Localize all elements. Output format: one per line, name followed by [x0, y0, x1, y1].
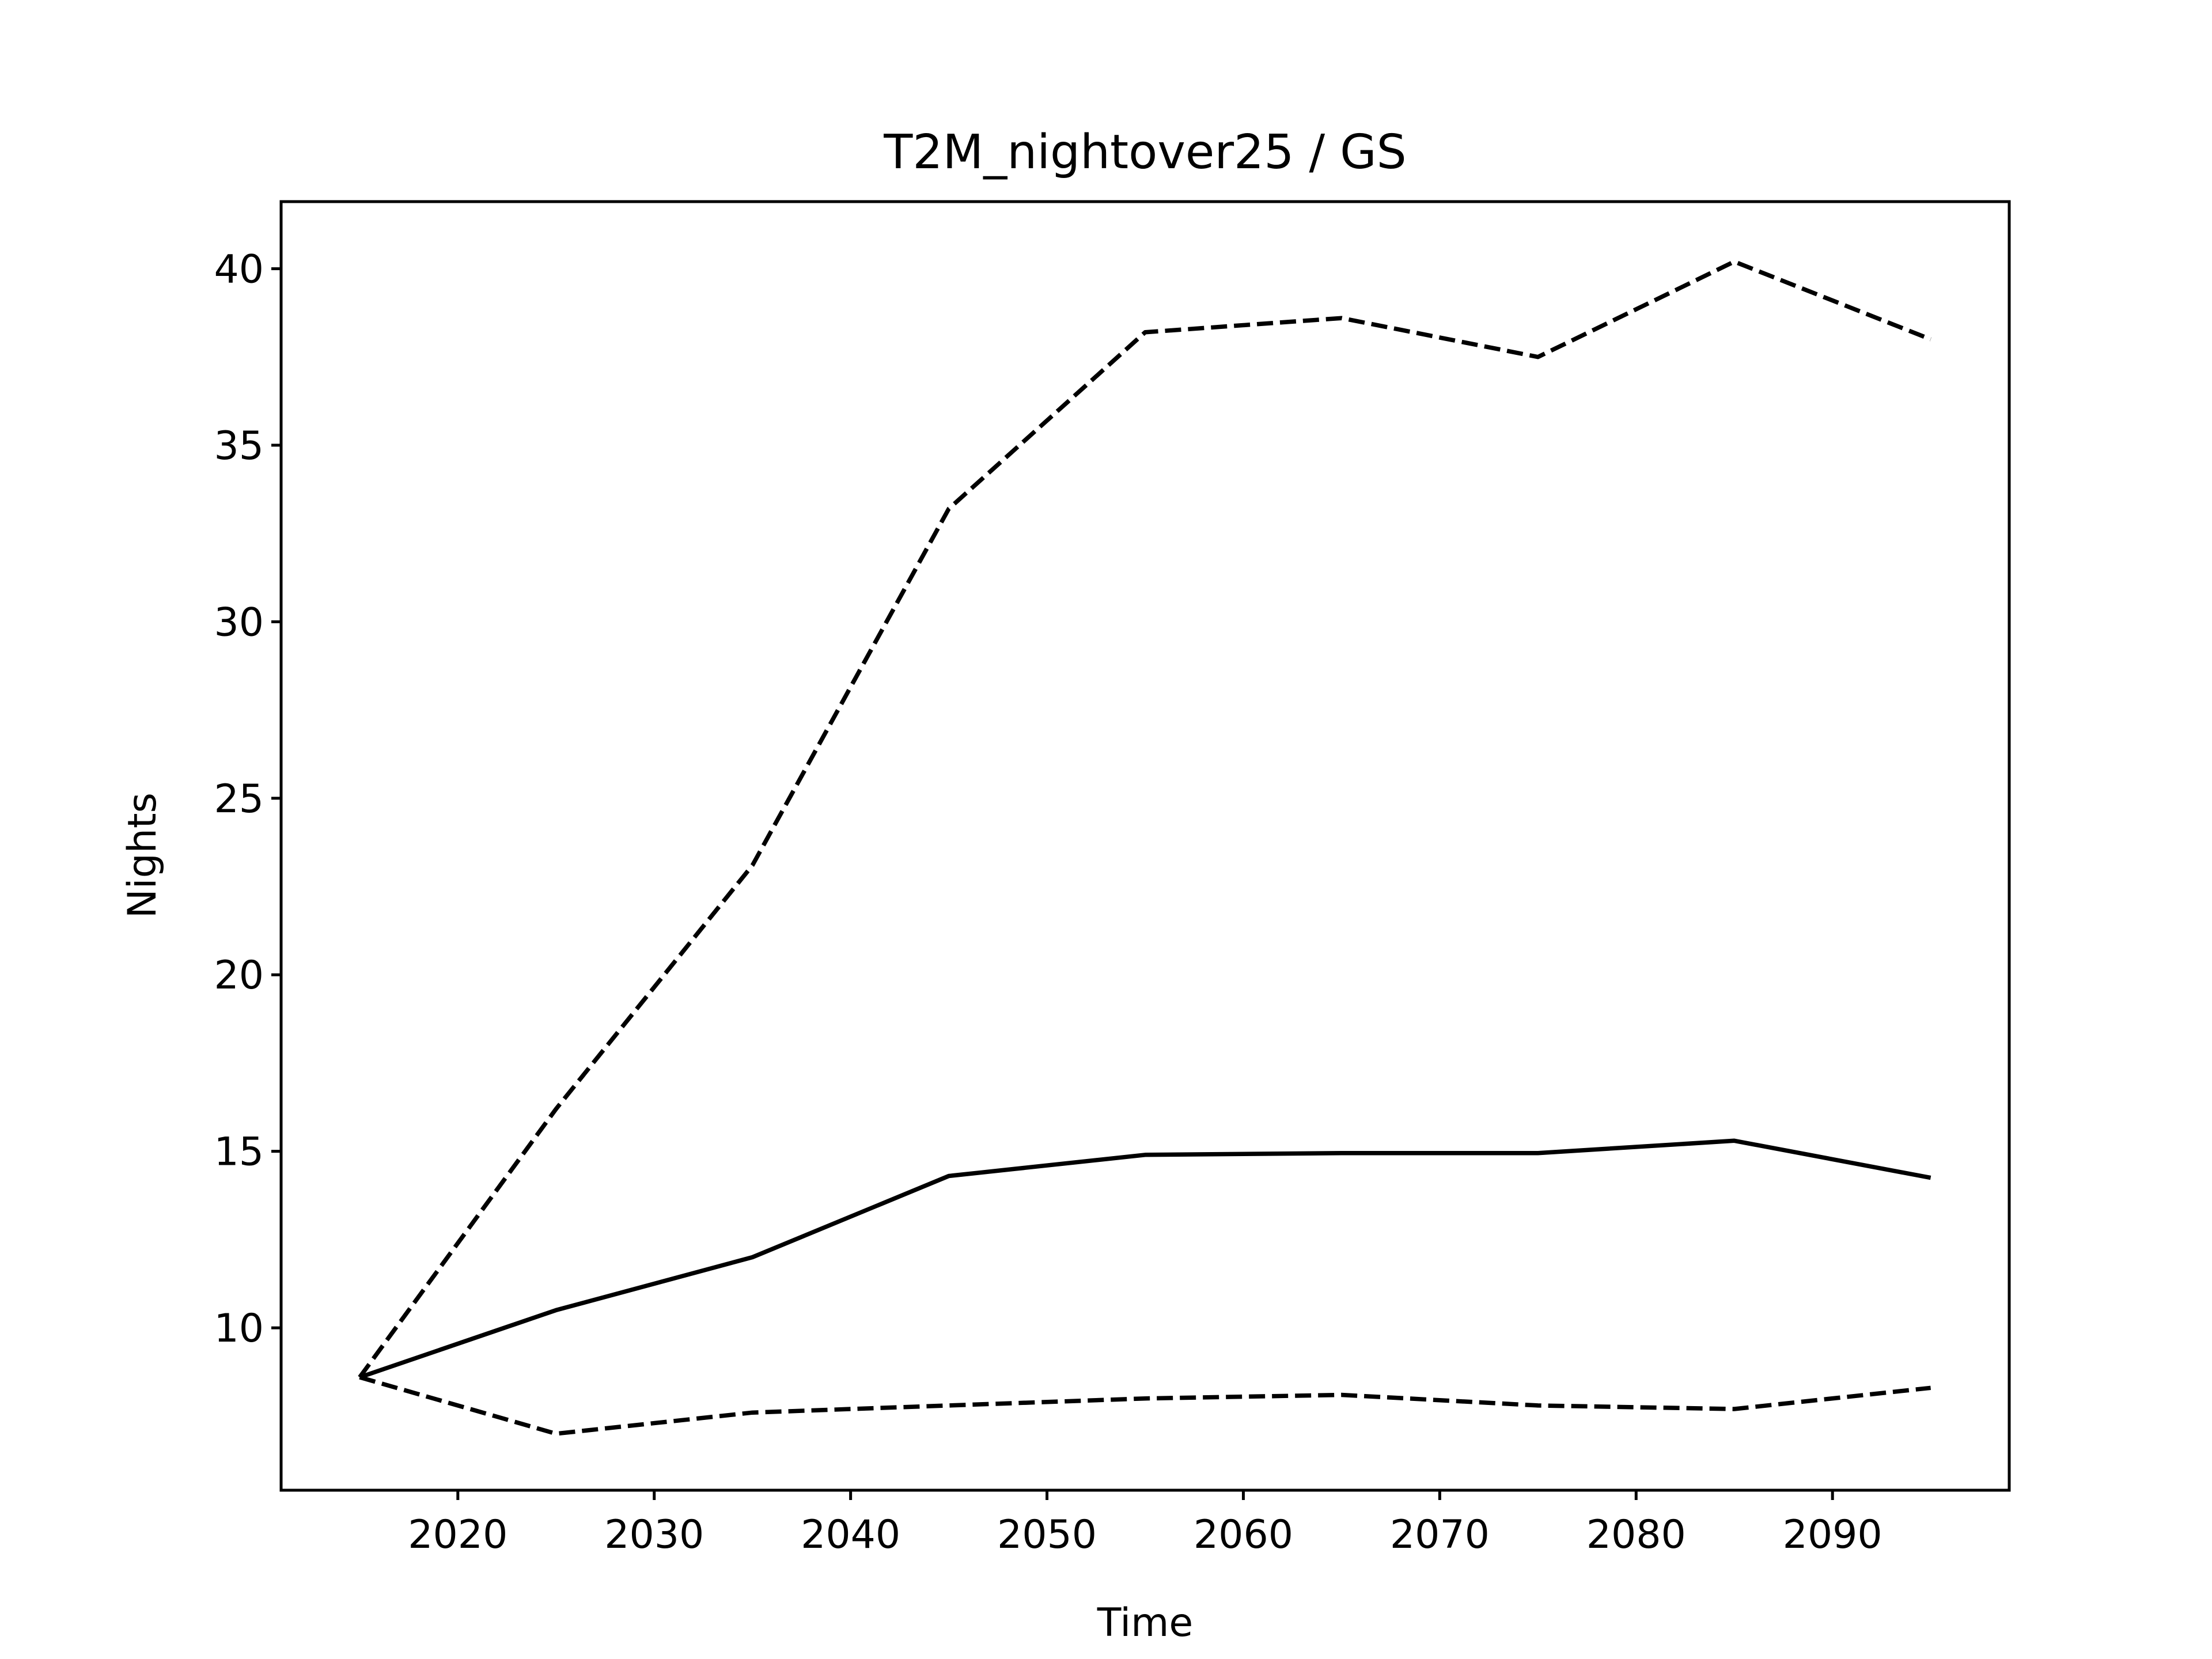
plot-frame [279, 200, 2011, 1492]
y-axis: 10 15 20 25 30 35 40 [214, 247, 281, 1351]
x-axis-label: Time [1097, 1600, 1193, 1646]
y-tick-label: 15 [214, 1130, 264, 1175]
y-tick-label: 10 [214, 1306, 264, 1351]
y-tick-label: 20 [214, 953, 264, 998]
plot-area [358, 259, 1931, 1436]
y-tick-label: 25 [214, 777, 264, 822]
y-tick-label: 40 [214, 247, 264, 292]
x-tick-label: 2020 [408, 1512, 507, 1558]
x-tick-label: 2070 [1390, 1512, 1490, 1558]
x-tick-label: 2080 [1586, 1512, 1686, 1558]
series-line-3 [359, 1375, 1931, 1436]
x-tick-label: 2090 [1783, 1512, 1883, 1558]
x-tick-label: 2030 [604, 1512, 704, 1558]
x-tick-label: 2060 [1194, 1512, 1293, 1558]
chart-title: T2M_nightover25 / GS [883, 125, 1407, 180]
series-line-2 [358, 259, 1931, 1379]
x-tick-label: 2050 [997, 1512, 1097, 1558]
y-tick-label: 30 [214, 600, 264, 645]
y-axis-label: Nights [120, 793, 165, 918]
x-tick-label: 2040 [801, 1512, 900, 1558]
x-axis: 2020 2030 2040 2050 2060 2070 2080 2090 [408, 1490, 1883, 1558]
y-tick-label: 35 [214, 423, 264, 469]
series-line-1 [359, 1138, 1931, 1380]
